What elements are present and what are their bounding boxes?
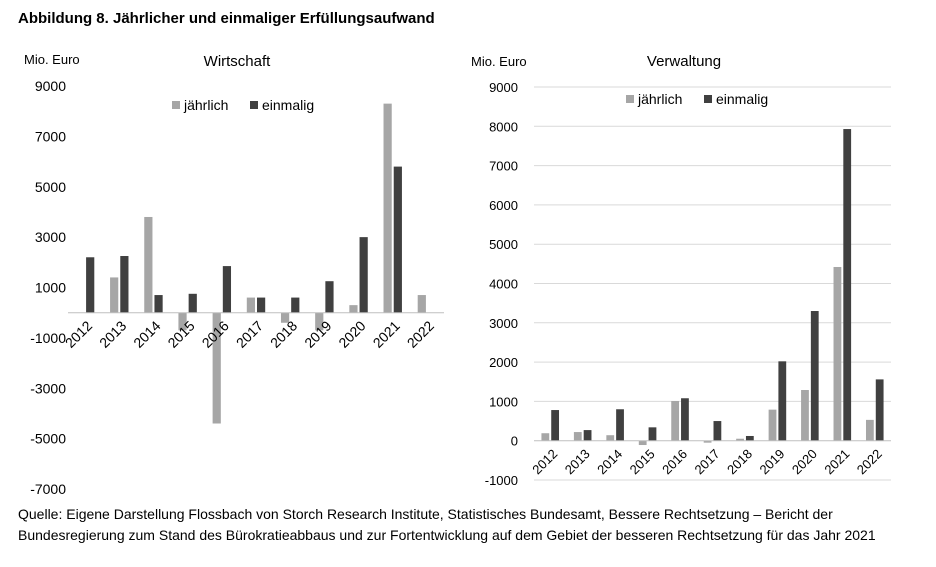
- verwaltung-y-tick-label: 9000: [489, 80, 518, 95]
- verwaltung-x-tick-label: 2017: [692, 446, 723, 477]
- verwaltung-x-tick-label: 2016: [659, 446, 690, 477]
- wirtschaft-legend-label-einmalig: einmalig: [262, 97, 314, 113]
- verwaltung-bar-jaehrlich-2013: [573, 432, 582, 441]
- verwaltung-bar-jaehrlich-2022: [865, 419, 874, 441]
- wirtschaft-y-tick-label: 5000: [35, 179, 66, 195]
- verwaltung-x-tick-label: 2019: [756, 446, 787, 477]
- verwaltung-bar-einmalig-2020: [810, 311, 819, 441]
- wirtschaft-bar-jaehrlich-2016: [212, 312, 221, 424]
- verwaltung-bar-jaehrlich-2018: [736, 438, 744, 441]
- wirtschaft-y-tick-label: 1000: [35, 280, 66, 296]
- wirtschaft-bar-jaehrlich-2020: [349, 305, 358, 313]
- verwaltung-bar-einmalig-2022: [875, 379, 884, 441]
- verwaltung-x-tick-label: 2020: [789, 446, 820, 477]
- wirtschaft-bar-jaehrlich-2022: [417, 295, 426, 313]
- verwaltung-bar-jaehrlich-2019: [768, 409, 777, 441]
- wirtschaft-x-tick-label: 2017: [233, 317, 266, 350]
- wirtschaft-bar-jaehrlich-2013: [110, 277, 119, 313]
- wirtschaft-chart-title: Wirtschaft: [204, 53, 272, 70]
- verwaltung-chart-title: Verwaltung: [647, 53, 721, 70]
- wirtschaft-bar-jaehrlich-2018: [280, 312, 290, 323]
- verwaltung-y-tick-label: 4000: [489, 277, 518, 292]
- verwaltung-bar-einmalig-2016: [681, 398, 689, 441]
- wirtschaft-x-tick-label: 2015: [164, 317, 197, 350]
- verwaltung-bar-jaehrlich-2012: [541, 433, 550, 441]
- verwaltung-legend-swatch-jaehrlich: [626, 95, 634, 103]
- verwaltung-x-tick-label: 2018: [724, 446, 755, 477]
- verwaltung-bar-jaehrlich-2017: [703, 440, 712, 443]
- verwaltung-bar-jaehrlich-2016: [671, 401, 680, 441]
- verwaltung-y-tick-label: 3000: [489, 316, 518, 331]
- verwaltung-bar-einmalig-2012: [551, 410, 560, 441]
- wirtschaft-bar-einmalig-2021: [393, 166, 402, 313]
- verwaltung-x-tick-label: 2022: [854, 446, 885, 477]
- wirtschaft-bar-einmalig-2016: [222, 266, 232, 313]
- wirtschaft-bar-einmalig-2012: [86, 257, 95, 313]
- figure-title: Abbildung 8. Jährlicher und einmaliger E…: [18, 10, 435, 27]
- wirtschaft-legend-label-jaehrlich: jährlich: [183, 97, 228, 113]
- verwaltung-bar-einmalig-2019: [778, 361, 787, 441]
- verwaltung-bar-einmalig-2013: [583, 430, 592, 441]
- verwaltung-bar-einmalig-2015: [648, 427, 657, 441]
- verwaltung-y-tick-label: 5000: [489, 237, 518, 252]
- verwaltung-x-tick-label: 2021: [821, 446, 852, 477]
- wirtschaft-bar-einmalig-2014: [154, 295, 163, 313]
- verwaltung-x-tick-label: 2013: [562, 446, 593, 477]
- verwaltung-y-tick-label: 2000: [489, 355, 518, 370]
- verwaltung-y-axis-label: Mio. Euro: [471, 54, 527, 69]
- verwaltung-y-tick-label: 0: [511, 434, 518, 449]
- verwaltung-bar-einmalig-2021: [843, 129, 852, 441]
- wirtschaft-bar-einmalig-2020: [359, 237, 368, 313]
- wirtschaft-bar-einmalig-2018: [291, 297, 300, 313]
- wirtschaft-x-tick-label: 2020: [335, 317, 368, 350]
- wirtschaft-y-tick-label: 3000: [35, 229, 66, 245]
- wirtschaft-x-tick-label: 2014: [130, 317, 163, 350]
- verwaltung-bar-jaehrlich-2014: [606, 435, 615, 441]
- wirtschaft-bar-jaehrlich-2021: [383, 103, 392, 313]
- wirtschaft-y-tick-label: -5000: [30, 431, 66, 447]
- verwaltung-y-tick-label: 6000: [489, 198, 518, 213]
- verwaltung-bar-jaehrlich-2015: [638, 440, 647, 446]
- wirtschaft-bar-einmalig-2015: [188, 293, 197, 313]
- wirtschaft-bar-jaehrlich-2017: [246, 297, 255, 313]
- wirtschaft-y-tick-label: 9000: [35, 78, 66, 94]
- wirtschaft-x-tick-label: 2012: [62, 317, 95, 350]
- verwaltung-legend-label-einmalig: einmalig: [716, 91, 768, 107]
- wirtschaft-y-tick-label: -1000: [30, 330, 66, 346]
- wirtschaft-bar-einmalig-2013: [120, 256, 129, 313]
- verwaltung-x-tick-label: 2012: [529, 446, 560, 477]
- wirtschaft-legend-swatch-jaehrlich: [172, 101, 180, 109]
- wirtschaft-bar-einmalig-2017: [257, 297, 266, 313]
- verwaltung-y-tick-label: 1000: [489, 394, 518, 409]
- verwaltung-bar-einmalig-2014: [616, 409, 624, 441]
- verwaltung-bar-einmalig-2018: [745, 435, 754, 441]
- wirtschaft-y-tick-label: 7000: [35, 128, 66, 144]
- wirtschaft-x-tick-label: 2013: [96, 317, 129, 350]
- verwaltung-legend-label-jaehrlich: jährlich: [637, 91, 682, 107]
- verwaltung-bar-jaehrlich-2021: [833, 266, 842, 441]
- wirtschaft-x-tick-label: 2022: [404, 317, 437, 350]
- wirtschaft-y-tick-label: -7000: [30, 481, 66, 497]
- verwaltung-x-tick-label: 2014: [594, 446, 625, 477]
- wirtschaft-x-tick-label: 2018: [267, 317, 300, 350]
- wirtschaft-bar-jaehrlich-2014: [144, 216, 153, 313]
- wirtschaft-x-tick-label: 2019: [301, 317, 334, 350]
- wirtschaft-y-tick-label: -3000: [30, 380, 66, 396]
- wirtschaft-bar-jaehrlich-2019: [315, 312, 324, 331]
- verwaltung-x-tick-label: 2015: [627, 446, 658, 477]
- wirtschaft-x-tick-label: 2021: [370, 317, 403, 350]
- wirtschaft-legend-swatch-einmalig: [250, 101, 258, 109]
- verwaltung-y-tick-label: 8000: [489, 119, 518, 134]
- wirtschaft-bar-einmalig-2019: [325, 281, 334, 313]
- verwaltung-y-tick-label: 7000: [489, 159, 518, 174]
- verwaltung-bar-jaehrlich-2020: [801, 390, 809, 441]
- verwaltung-y-tick-label: -1000: [485, 473, 518, 488]
- wirtschaft-bar-jaehrlich-2015: [178, 312, 187, 331]
- verwaltung-bar-einmalig-2017: [713, 421, 722, 441]
- wirtschaft-y-axis-label: Mio. Euro: [24, 52, 80, 67]
- source-caption: Quelle: Eigene Darstellung Flossbach von…: [18, 506, 876, 543]
- verwaltung-legend-swatch-einmalig: [704, 95, 712, 103]
